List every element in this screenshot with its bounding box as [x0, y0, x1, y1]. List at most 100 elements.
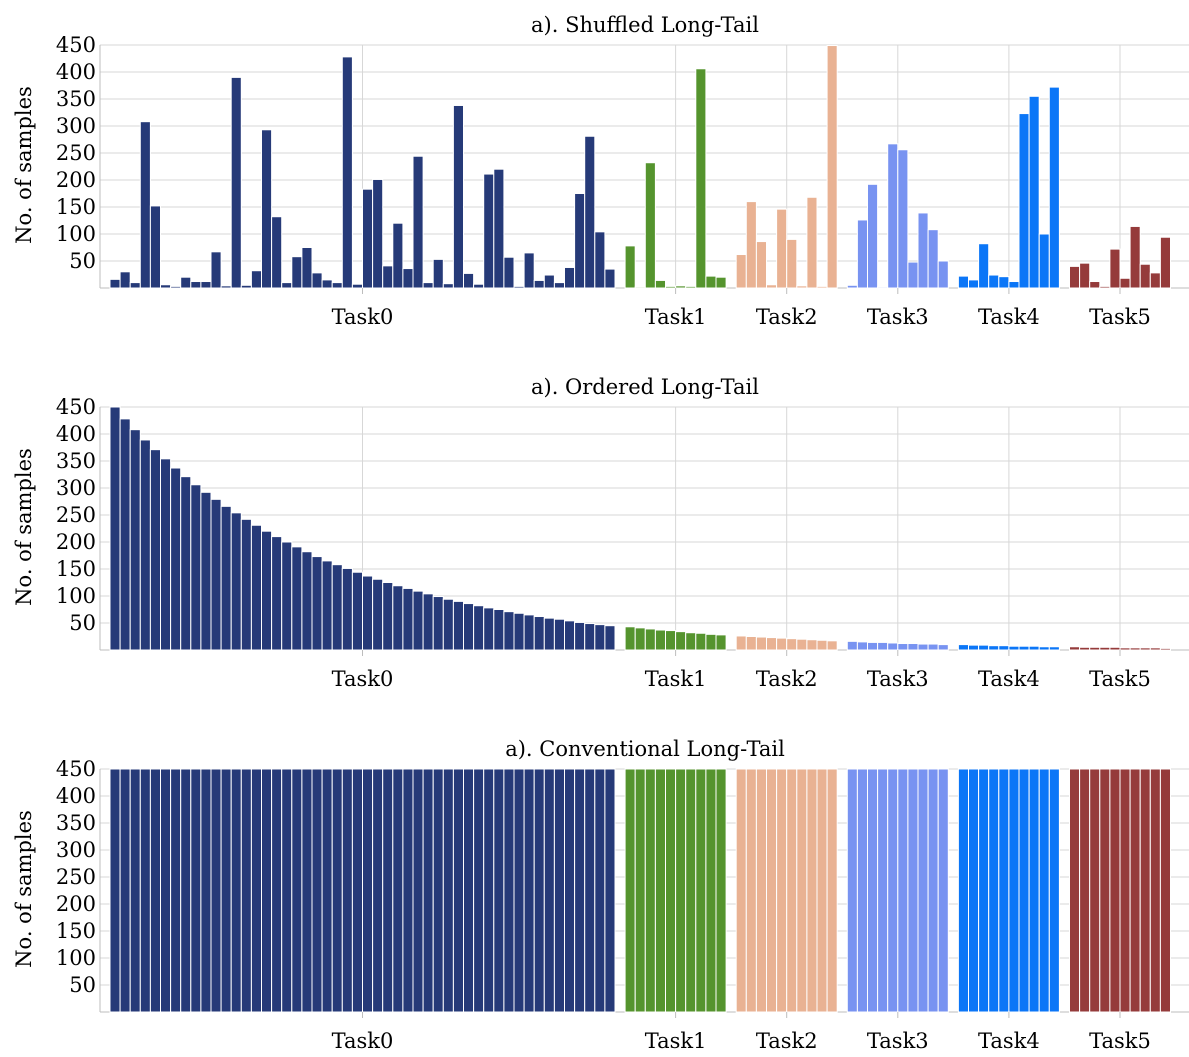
bar-task0-25 — [362, 575, 374, 651]
bar-task5-5 — [1119, 647, 1131, 651]
y-tick-label: 150 — [56, 557, 96, 581]
bar-task4-8 — [1038, 233, 1050, 289]
bar-task0-34 — [452, 600, 464, 651]
x-tick-label-task1: Task1 — [645, 305, 707, 329]
y-tick-label: 250 — [56, 503, 96, 527]
y-tick-label: 200 — [56, 168, 96, 192]
bar-task2-9 — [826, 45, 838, 289]
bar-task1-8 — [705, 275, 717, 289]
bar-task0-13 — [240, 768, 252, 1013]
y-tick-label: 100 — [56, 946, 96, 970]
y-tick-label: 50 — [69, 249, 96, 273]
bar-task1-6 — [685, 632, 697, 651]
bar-task3-9 — [937, 644, 949, 651]
bar-task2-8 — [816, 285, 828, 289]
bar-task0-36 — [473, 605, 485, 651]
bar-task4-2 — [978, 644, 990, 651]
bar-task1-3 — [654, 629, 667, 651]
bar-task3-4 — [887, 143, 899, 289]
bar-task2-0 — [735, 635, 747, 651]
bar-task0-47 — [584, 135, 596, 289]
bar-task2-8 — [816, 768, 828, 1013]
bar-task0-2 — [129, 282, 141, 289]
bar-task4-6 — [1018, 645, 1030, 651]
bar-task0-41 — [523, 252, 535, 289]
bar-task0-17 — [281, 768, 293, 1013]
bar-task3-7 — [917, 768, 929, 1013]
bar-task5-4 — [1109, 646, 1121, 651]
bar-task0-29 — [402, 587, 414, 651]
bar-task0-35 — [463, 603, 475, 651]
bar-task4-1 — [968, 768, 980, 1013]
bar-task4-4 — [998, 645, 1010, 651]
bar-task2-4 — [776, 208, 788, 289]
y-tick-label: 450 — [56, 395, 96, 419]
bar-task0-24 — [351, 768, 363, 1013]
bar-task5-1 — [1079, 646, 1091, 651]
bar-task5-4 — [1109, 768, 1121, 1013]
bar-task0-18 — [291, 546, 303, 651]
bar-task5-2 — [1089, 646, 1101, 651]
bar-task0-3 — [139, 768, 151, 1013]
bar-task4-2 — [978, 768, 990, 1013]
bar-task0-10 — [210, 251, 222, 289]
bar-task1-1 — [634, 627, 646, 651]
bar-task0-44 — [553, 282, 566, 289]
bar-task2-0 — [735, 254, 747, 289]
bar-task3-3 — [877, 641, 889, 651]
bar-task0-28 — [392, 222, 404, 289]
bar-task0-45 — [564, 768, 576, 1013]
bar-task3-4 — [887, 768, 899, 1013]
bar-task3-2 — [867, 183, 879, 289]
bar-task0-8 — [190, 768, 202, 1013]
bar-task0-18 — [291, 768, 303, 1013]
bar-task2-4 — [776, 768, 788, 1013]
bar-task3-4 — [887, 642, 899, 651]
bar-task0-34 — [452, 104, 464, 289]
bar-task5-9 — [1159, 236, 1172, 289]
bar-task0-11 — [220, 285, 232, 289]
bar-task0-31 — [422, 593, 434, 651]
bar-task5-6 — [1129, 225, 1141, 289]
bar-task0-26 — [372, 768, 384, 1013]
y-tick-label: 50 — [69, 611, 96, 635]
bar-task4-8 — [1038, 768, 1050, 1013]
bar-task0-6 — [170, 467, 182, 651]
bar-task3-9 — [937, 260, 949, 289]
bar-task3-5 — [897, 643, 909, 651]
bar-task1-2 — [644, 768, 656, 1013]
x-tick-label-task0: Task0 — [332, 667, 394, 691]
bar-task2-2 — [755, 241, 768, 289]
bar-task0-23 — [341, 56, 353, 289]
bar-task0-3 — [139, 439, 151, 651]
bar-task0-13 — [240, 518, 252, 651]
bar-task1-9 — [715, 768, 727, 1013]
bar-task0-31 — [422, 768, 434, 1013]
bar-task0-11 — [220, 505, 232, 651]
x-tick-label-task0: Task0 — [332, 1029, 394, 1053]
bar-task0-35 — [463, 272, 475, 289]
bar-task3-2 — [867, 768, 879, 1013]
bar-task5-6 — [1129, 768, 1141, 1013]
bar-task0-25 — [362, 768, 374, 1013]
bar-task1-7 — [695, 632, 707, 651]
bar-task0-41 — [523, 614, 535, 651]
bar-task0-21 — [321, 768, 333, 1013]
bar-task5-0 — [1069, 265, 1081, 289]
bar-task0-29 — [402, 268, 414, 289]
bars — [109, 768, 1172, 1013]
y-tick-label: 200 — [56, 892, 96, 916]
bar-task0-12 — [230, 512, 242, 651]
bar-task2-7 — [806, 639, 818, 651]
bar-task4-1 — [968, 279, 980, 289]
bar-task0-39 — [503, 611, 515, 651]
bar-task4-9 — [1048, 646, 1060, 651]
bar-task2-3 — [766, 768, 778, 1013]
bar-task2-6 — [796, 285, 808, 289]
x-tick-label-task4: Task4 — [978, 1029, 1040, 1053]
x-tick-label-task2: Task2 — [756, 1029, 818, 1053]
bar-task2-9 — [826, 640, 838, 651]
bar-task0-40 — [513, 768, 525, 1013]
bar-task3-0 — [846, 284, 858, 289]
